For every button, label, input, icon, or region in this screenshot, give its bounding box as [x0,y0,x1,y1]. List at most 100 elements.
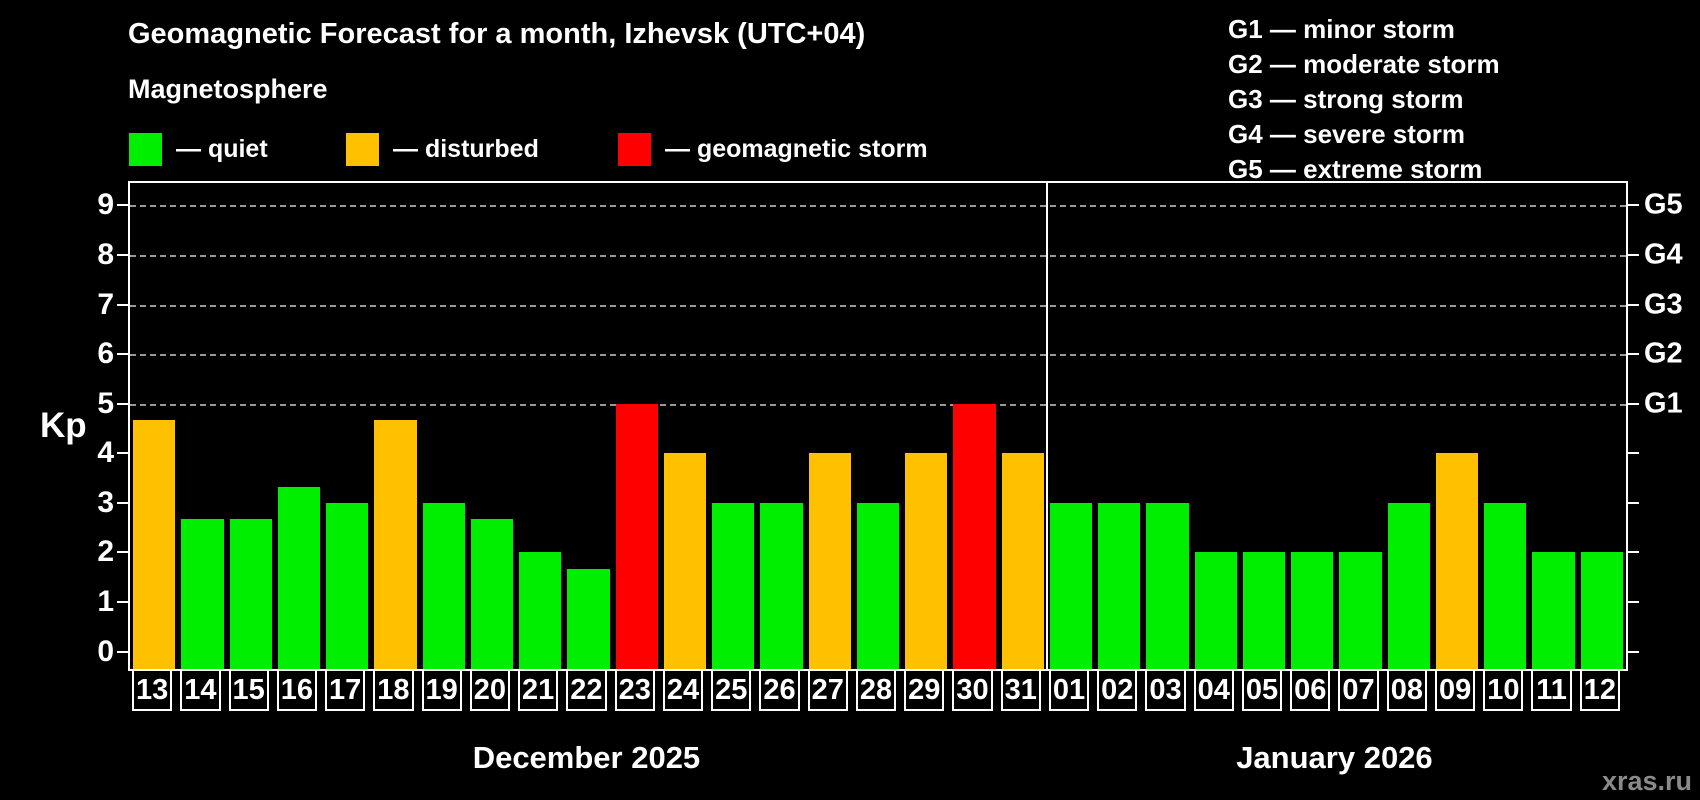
g-axis-label-G1: G1 [1644,387,1683,420]
kp-bar-day-27 [808,453,851,669]
kp-bar-day-24 [663,453,707,669]
day-box-06: 06 [1290,669,1331,711]
day-box-15: 15 [228,669,269,711]
day-box-28: 28 [855,669,897,711]
day-box-03: 03 [1145,669,1186,711]
day-box-08: 08 [1386,669,1427,711]
y-tick-label-2: 2 [97,535,114,569]
y-tick-label-6: 6 [97,337,114,371]
day-box-26: 26 [759,669,800,711]
day-box-16: 16 [276,669,318,711]
disturbed-color-swatch [346,132,379,166]
y-tick-7 [117,303,128,306]
legend-label: — geomagnetic storm [665,134,928,163]
storm-color-swatch [618,132,651,166]
y-tick-label-0: 0 [97,634,114,668]
g2-legend-line: G2 — moderate storm [1228,49,1500,79]
kp-bar-day-01 [1049,502,1093,669]
month-separator [1045,183,1048,669]
gridline-kp7 [130,304,1626,307]
legend-item-quiet: — quiet [129,132,268,166]
g-axis-label-G3: G3 [1644,288,1683,320]
kp-bar-day-10 [1484,502,1527,669]
y-tick-5 [117,402,128,405]
y-tick-label-8: 8 [97,237,114,271]
g-axis-label-G2: G2 [1644,337,1683,370]
kp-bar-day-15 [229,519,272,669]
day-box-29: 29 [904,669,945,711]
kp-bar-day-13 [133,420,176,669]
legend-item-storm: — geomagnetic storm [618,132,928,166]
kp-bar-day-26 [760,502,803,669]
day-box-17: 17 [325,669,366,711]
quiet-color-swatch [129,132,162,166]
y-tick-4 [117,452,128,455]
kp-bar-day-30 [953,403,996,669]
y-tick-label-1: 1 [97,585,114,619]
y-tick-6 [117,353,128,356]
kp-bar-day-03 [1146,502,1189,669]
kp-bar-day-19 [422,502,465,669]
kp-bar-day-05 [1242,552,1286,669]
day-box-22: 22 [566,669,607,711]
y-tick-label-4: 4 [97,436,114,470]
day-box-31: 31 [1000,669,1041,711]
watermark: xras.ru [1601,766,1692,796]
right-tick-0 [1628,650,1639,653]
g-axis-label-G4: G4 [1644,238,1683,271]
right-tick-4 [1628,452,1639,455]
plot-area: 0 1 2 3 4 5 6 7 8 9 G1 G2 G3 G4 G5 [97,181,1683,671]
kp-bar-day-18 [374,420,417,669]
g1-legend-line: G1 — minor storm [1228,14,1455,44]
kp-bar-day-02 [1098,502,1141,669]
day-box-07: 07 [1338,669,1379,711]
kp-bar-day-04 [1194,552,1237,669]
g5-legend-line: G5 — extreme storm [1228,154,1483,184]
day-box-30: 30 [952,669,993,711]
y-tick-0 [117,650,128,653]
kp-bar-day-14 [181,519,224,669]
y-tick-8 [117,253,128,256]
month-labels-row: December 2025 January 2026 [128,740,1624,780]
y-tick-label-5: 5 [97,386,114,420]
day-box-11: 11 [1531,669,1572,711]
kp-bar-day-11 [1532,552,1575,669]
day-box-20: 20 [469,669,511,711]
day-box-21: 21 [518,669,559,711]
kp-bar-day-20 [470,519,514,669]
month-label-0: December 2025 [472,740,701,775]
y-tick-label-3: 3 [97,485,114,519]
right-tick-7 [1628,303,1639,306]
day-box-19: 19 [421,669,462,711]
y-axis-label: Kp [40,406,87,445]
right-tick-5 [1628,402,1639,405]
day-box-24: 24 [662,669,704,711]
right-tick-1 [1628,601,1639,604]
kp-bar-day-23 [615,403,658,669]
day-box-01: 01 [1048,669,1090,711]
day-box-25: 25 [711,669,752,711]
gridline-kp5 [130,403,1626,406]
day-box-18: 18 [373,669,414,711]
day-box-23: 23 [614,669,655,711]
kp-bar-day-12 [1580,552,1623,669]
chart-subtitle: Magnetosphere [128,74,328,104]
day-box-09: 09 [1434,669,1476,711]
y-tick-9 [117,204,128,207]
day-box-13: 13 [132,669,173,711]
day-box-27: 27 [807,669,848,711]
legend-label: — quiet [176,134,268,163]
kp-bar-day-29 [905,453,948,669]
kp-bar-day-09 [1435,453,1479,669]
kp-bar-day-25 [712,502,755,669]
kp-bar-day-06 [1291,552,1334,669]
kp-bar-day-08 [1387,502,1430,669]
gridline-kp8 [130,254,1626,257]
kp-bar-day-21 [519,552,562,669]
kp-bar-day-31 [1001,453,1044,669]
kp-bar-day-07 [1339,552,1382,669]
g3-legend-line: G3 — strong storm [1228,84,1464,114]
kp-bar-day-16 [277,486,321,669]
kp-bar-day-22 [567,568,610,669]
right-tick-2 [1628,551,1639,554]
